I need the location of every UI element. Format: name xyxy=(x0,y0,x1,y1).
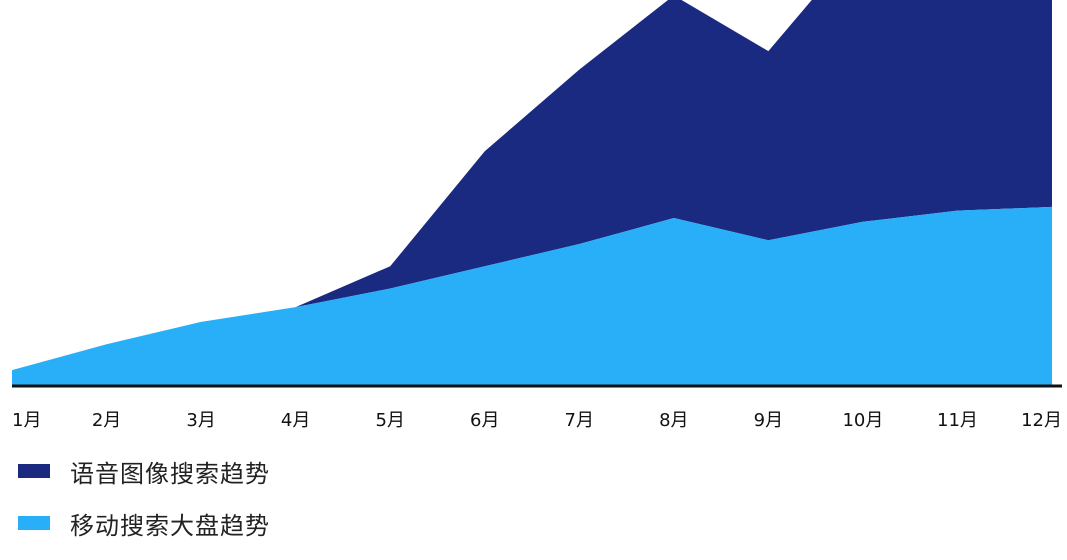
area-voice-image-search xyxy=(12,0,1052,371)
x-tick-label: 8月 xyxy=(659,410,688,431)
x-tick-label: 3月 xyxy=(186,410,215,431)
x-tick-label: 10月 xyxy=(842,410,883,431)
x-axis-ticks: 1月 2月 3月 4月 5月 6月 7月 8月 9月 10月 11月 12月 xyxy=(12,410,1062,431)
x-tick-label: 5月 xyxy=(375,410,404,431)
x-tick-label: 1月 xyxy=(12,410,41,431)
chart: 1月 2月 3月 4月 5月 6月 7月 8月 9月 10月 11月 12月 xyxy=(12,0,1062,431)
x-tick-label: 12月 xyxy=(1021,410,1062,431)
x-tick-label: 4月 xyxy=(281,410,310,431)
legend-label-mobile-search: 移动搜索大盘趋势 xyxy=(70,511,270,540)
x-tick-label: 11月 xyxy=(937,410,978,431)
legend-item-mobile-search: 移动搜索大盘趋势 xyxy=(18,508,270,540)
x-tick-label: 6月 xyxy=(470,410,499,431)
legend-swatch-voice-image-search xyxy=(18,464,50,478)
legend: 语音图像搜索趋势 移动搜索大盘趋势 xyxy=(18,456,270,560)
legend-swatch-mobile-search xyxy=(18,516,50,530)
legend-label-voice-image-search: 语音图像搜索趋势 xyxy=(70,459,270,488)
legend-item-voice-image-search: 语音图像搜索趋势 xyxy=(18,456,270,488)
x-tick-label: 7月 xyxy=(565,410,594,431)
x-tick-label: 2月 xyxy=(92,410,121,431)
chart-areas xyxy=(12,0,1052,385)
x-tick-label: 9月 xyxy=(754,410,783,431)
area-mobile-search xyxy=(12,206,1052,385)
